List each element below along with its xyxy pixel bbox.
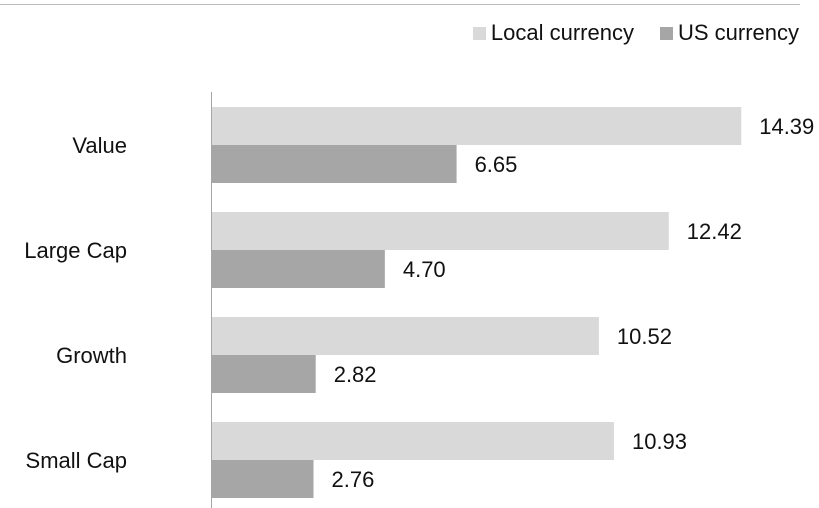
category-label-value: Value — [72, 133, 127, 158]
data-label-value-local-currency: 14.39 — [759, 114, 814, 139]
data-label-large-cap-local-currency: 12.42 — [687, 219, 742, 244]
bar-growth-us-currency — [212, 355, 316, 393]
top-divider — [0, 4, 800, 5]
data-label-small-cap-local-currency: 10.93 — [632, 429, 687, 454]
data-label-growth-local-currency: 10.52 — [617, 324, 672, 349]
legend-swatch-local-currency — [472, 26, 486, 40]
legend-swatch-us-currency — [659, 26, 673, 40]
legend-label-us-currency: US currency — [677, 20, 799, 45]
bar-value-us-currency — [212, 145, 457, 183]
legend-label-local-currency: Local currency — [490, 20, 634, 45]
category-label-large-cap: Large Cap — [24, 238, 127, 263]
legend-item-us-currency: US currency — [659, 20, 799, 46]
category-label-small-cap: Small Cap — [26, 448, 127, 473]
bar-large-cap-local-currency — [212, 212, 669, 250]
bar-value-local-currency — [212, 107, 742, 145]
data-label-value-us-currency: 6.65 — [475, 152, 518, 177]
bar-large-cap-us-currency — [212, 250, 385, 288]
chart-legend: Local currency US currency — [447, 20, 799, 46]
category-label-growth: Growth — [56, 343, 127, 368]
bar-small-cap-us-currency — [212, 460, 314, 498]
bar-growth-local-currency — [212, 317, 599, 355]
data-label-growth-us-currency: 2.82 — [334, 362, 377, 387]
bar-small-cap-local-currency — [212, 422, 614, 460]
data-label-large-cap-us-currency: 4.70 — [403, 257, 446, 282]
data-label-small-cap-us-currency: 2.76 — [332, 467, 375, 492]
legend-item-local-currency: Local currency — [472, 20, 634, 46]
